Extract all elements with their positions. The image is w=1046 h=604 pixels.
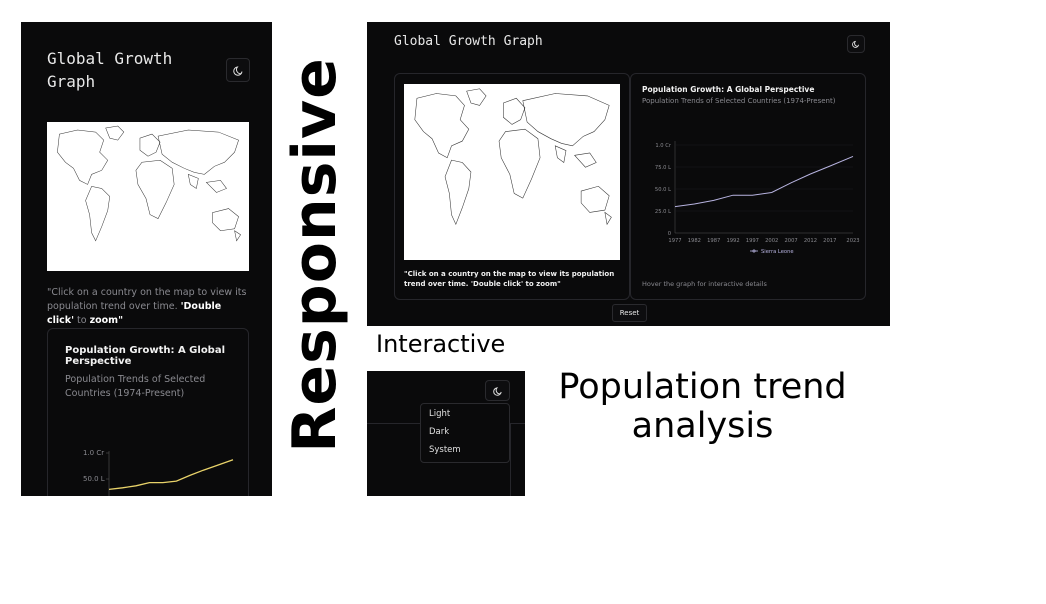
menu-item-system[interactable]: System bbox=[429, 445, 461, 455]
divider bbox=[510, 423, 511, 496]
legend-label: Sierra Leone bbox=[761, 249, 794, 255]
theme-toggle-button[interactable] bbox=[485, 380, 510, 401]
world-map[interactable] bbox=[47, 122, 249, 271]
reset-button[interactable]: Reset bbox=[612, 304, 647, 322]
theme-dropdown-panel: Light Dark System bbox=[367, 371, 525, 496]
country-outline[interactable] bbox=[580, 185, 610, 213]
country-outline[interactable] bbox=[157, 129, 239, 175]
x-tick-label: 1982 bbox=[688, 238, 701, 244]
country-outline[interactable] bbox=[135, 159, 175, 219]
country-outline[interactable] bbox=[604, 211, 612, 226]
country-outline[interactable] bbox=[105, 125, 125, 141]
y-tick-label: 50.0 L bbox=[655, 187, 671, 193]
y-tick-label: 0 bbox=[668, 231, 671, 237]
world-map-outline bbox=[57, 125, 241, 242]
series-line-sierra-leone[interactable] bbox=[108, 459, 234, 491]
country-outline[interactable] bbox=[139, 133, 161, 157]
chart-title: Population Growth: A Global Perspective bbox=[642, 85, 815, 94]
x-tick-label: 2002 bbox=[765, 238, 778, 244]
y-tick-label: 25.0 L bbox=[655, 209, 671, 215]
country-outline[interactable] bbox=[57, 129, 109, 185]
country-outline[interactable] bbox=[522, 93, 610, 147]
x-tick-label: 1997 bbox=[746, 238, 759, 244]
moon-icon bbox=[492, 386, 502, 396]
chart-title: Population Growth: A Global Perspective bbox=[65, 345, 226, 367]
x-tick-label: 2023 bbox=[846, 238, 859, 244]
series-line-sierra-leone[interactable] bbox=[674, 155, 854, 208]
moon-icon bbox=[232, 65, 242, 76]
country-outline[interactable] bbox=[85, 186, 111, 242]
map-card: "Click on a country on the map to view i… bbox=[394, 73, 630, 300]
chart-card: Population Growth: A Global Perspective … bbox=[630, 73, 866, 300]
mobile-line-chart[interactable] bbox=[48, 329, 250, 496]
country-outline[interactable] bbox=[498, 128, 541, 199]
theme-toggle-button[interactable] bbox=[847, 35, 865, 53]
x-tick-label: 2007 bbox=[784, 238, 797, 244]
country-outline[interactable] bbox=[234, 230, 241, 242]
menu-item-light[interactable]: Light bbox=[429, 409, 451, 419]
world-map-outline bbox=[414, 88, 612, 226]
responsive-label: Responsive bbox=[280, 57, 350, 453]
country-outline[interactable] bbox=[466, 88, 487, 106]
country-outline[interactable] bbox=[187, 173, 199, 189]
country-outline[interactable] bbox=[444, 159, 472, 226]
x-tick-label: 1987 bbox=[707, 238, 720, 244]
y-tick-label: 75.0 L bbox=[655, 165, 671, 171]
country-outline[interactable] bbox=[414, 93, 470, 159]
country-outline[interactable] bbox=[212, 208, 239, 231]
desktop-line-chart[interactable]: 0 25.0 L 50.0 L 75.0 L 1.0 Cr 1977 1982 1987 199… bbox=[631, 74, 867, 301]
chart-subtitle: Population Trends of Selected Countries … bbox=[642, 97, 836, 105]
country-outline[interactable] bbox=[205, 180, 227, 193]
x-tick-label: 2012 bbox=[804, 238, 817, 244]
country-outline[interactable] bbox=[574, 152, 597, 168]
moon-icon bbox=[852, 40, 859, 48]
y-tick-label: 50.0 L bbox=[83, 475, 105, 483]
map-instruction: "Click on a country on the map to view i… bbox=[404, 270, 615, 288]
legend-marker bbox=[752, 249, 756, 253]
x-tick-label: 1977 bbox=[668, 238, 681, 244]
world-map[interactable] bbox=[404, 84, 620, 260]
country-outline[interactable] bbox=[554, 145, 567, 163]
hover-hint: Hover the graph for interactive details bbox=[642, 280, 767, 288]
theme-menu: Light Dark System bbox=[420, 403, 510, 463]
mobile-view-panel: Global Growth Graph "Click on a country … bbox=[21, 22, 272, 496]
chart-card: Population Growth: A Global Perspective … bbox=[47, 328, 249, 496]
desktop-app-title: Global Growth Graph bbox=[394, 34, 543, 49]
map-instruction: "Click on a country on the map to view i… bbox=[47, 287, 247, 326]
y-tick-label: 1.0 Cr bbox=[83, 449, 105, 457]
mobile-app-title: Global Growth Graph bbox=[47, 49, 173, 91]
x-tick-label: 1992 bbox=[726, 238, 739, 244]
chart-subtitle: Population Trends of Selected Countries … bbox=[65, 374, 206, 399]
x-tick-label: 2017 bbox=[823, 238, 836, 244]
country-outline[interactable] bbox=[503, 97, 526, 125]
population-trend-label: Population trend analysis bbox=[558, 367, 847, 446]
interactive-label: Interactive bbox=[376, 330, 506, 358]
desktop-view-panel: Global Growth Graph "Click on a country … bbox=[367, 22, 890, 326]
menu-item-dark[interactable]: Dark bbox=[429, 427, 450, 437]
y-tick-label: 1.0 Cr bbox=[655, 143, 672, 149]
theme-toggle-button[interactable] bbox=[226, 58, 250, 82]
